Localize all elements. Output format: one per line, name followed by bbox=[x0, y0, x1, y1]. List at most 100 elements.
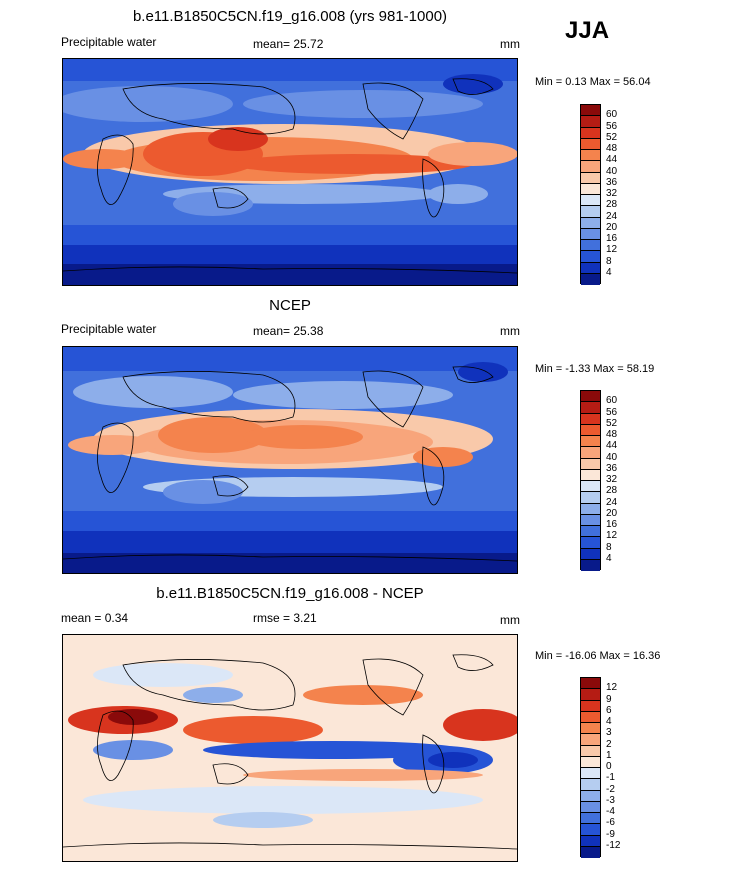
colorbar-swatch bbox=[581, 127, 600, 139]
colorbar-tick-label: 4 bbox=[606, 266, 612, 278]
colorbar-tick-label: 44 bbox=[606, 440, 618, 452]
colorbar-tick-label: 28 bbox=[606, 199, 618, 211]
colorbar-tick-label: 36 bbox=[606, 462, 618, 474]
colorbar-swatch bbox=[581, 514, 600, 526]
colorbar-tick-label: 20 bbox=[606, 221, 618, 233]
colorbar-swatch bbox=[581, 526, 600, 538]
colorbar-tick-label: 4 bbox=[606, 552, 612, 564]
colorbar-swatch bbox=[581, 469, 600, 481]
colorbar-swatch bbox=[581, 689, 600, 701]
colorbar-swatch bbox=[581, 768, 600, 780]
colorbar-swatch bbox=[581, 700, 600, 712]
colorbar-swatch bbox=[581, 723, 600, 735]
difference-map bbox=[62, 634, 518, 862]
colorbar-swatch bbox=[581, 183, 600, 195]
colorbar-tick-label: 24 bbox=[606, 210, 618, 222]
colorbar-tick-label: 48 bbox=[606, 143, 618, 154]
colorbar-swatch bbox=[581, 172, 600, 184]
colorbar-tick-label: 48 bbox=[606, 429, 618, 440]
colorbar-swatch bbox=[581, 161, 600, 173]
colorbar-swatch bbox=[581, 492, 600, 504]
colorbar-tick-label: 56 bbox=[606, 120, 618, 132]
colorbar-swatch bbox=[581, 846, 600, 858]
colorbar-tick-label: 20 bbox=[606, 507, 618, 519]
colorbar-swatch bbox=[581, 424, 600, 436]
colorbar-tick-label: 56 bbox=[606, 406, 618, 418]
colorbar-ticks: 60 56 52 48 44 40 36 32 28 24 20 16 12 8 4 bbox=[606, 390, 646, 570]
colorbar-swatch bbox=[581, 801, 600, 813]
colorbar-swatch bbox=[581, 391, 600, 403]
colorbar-tick-label: 16 bbox=[606, 233, 618, 244]
colorbar-tick-label: 60 bbox=[606, 109, 618, 121]
colorbar-tick-label: 0 bbox=[606, 761, 612, 772]
colorbar-swatch bbox=[581, 436, 600, 448]
colorbar-tick-label: 52 bbox=[606, 417, 618, 429]
colorbar-swatch bbox=[581, 756, 600, 768]
colorbar-tick-label: 4 bbox=[606, 716, 612, 727]
colorbar-swatch bbox=[581, 481, 600, 493]
colorbar-swatch bbox=[581, 116, 600, 128]
colorbar-tick-label: 8 bbox=[606, 255, 612, 267]
colorbar-tick-label: -3 bbox=[606, 794, 615, 806]
colorbar-tick-label: 40 bbox=[606, 451, 618, 463]
colorbar bbox=[580, 390, 601, 571]
colorbar-tick-label: 32 bbox=[606, 188, 618, 199]
colorbar-ticks: 60 56 52 48 44 40 36 32 28 24 20 16 12 8 4 bbox=[606, 104, 646, 284]
colorbar-tick-label: -4 bbox=[606, 806, 615, 817]
units-label: mm bbox=[500, 37, 520, 51]
colorbar-tick-label: -9 bbox=[606, 828, 615, 840]
colorbar-tick-label: 12 bbox=[606, 682, 618, 694]
units-label: mm bbox=[500, 324, 520, 338]
panel-title: b.e11.B1850C5CN.f19_g16.008 (yrs 981-100… bbox=[132, 8, 448, 25]
colorbar-swatch bbox=[581, 402, 600, 414]
colorbar-tick-label: 12 bbox=[606, 244, 618, 256]
precipitable-water-map bbox=[62, 346, 518, 574]
colorbar-ticks: 12 9 6 4 3 2 1 0 -1 -2 -3 -4 -6 -9 -12 bbox=[606, 677, 646, 857]
colorbar-swatch bbox=[581, 745, 600, 757]
colorbar-tick-label: 8 bbox=[606, 541, 612, 553]
colorbar-swatch bbox=[581, 206, 600, 218]
colorbar-swatch bbox=[581, 138, 600, 150]
mean-label: mean= 25.38 bbox=[253, 324, 324, 338]
colorbar-tick-label: 3 bbox=[606, 727, 612, 739]
colorbar-tick-label: 9 bbox=[606, 693, 612, 705]
colorbar-swatch bbox=[581, 105, 600, 117]
colorbar-tick-label: 44 bbox=[606, 154, 618, 166]
mean-label: mean= 25.72 bbox=[253, 37, 324, 51]
colorbar-tick-label: -2 bbox=[606, 783, 615, 795]
panel-title: b.e11.B1850C5CN.f19_g16.008 - NCEP bbox=[156, 585, 424, 602]
colorbar-swatch bbox=[581, 503, 600, 515]
colorbar-tick-label: -1 bbox=[606, 772, 615, 784]
colorbar-tick-label: 52 bbox=[606, 131, 618, 143]
colorbar bbox=[580, 677, 601, 858]
colorbar-swatch bbox=[581, 548, 600, 560]
colorbar-swatch bbox=[581, 711, 600, 723]
colorbar-tick-label: 36 bbox=[606, 176, 618, 188]
colorbar-swatch bbox=[581, 734, 600, 746]
colorbar-swatch bbox=[581, 217, 600, 229]
min-max-label: Min = -1.33 Max = 58.19 bbox=[535, 363, 655, 375]
colorbar-swatch bbox=[581, 537, 600, 549]
units-label: mm bbox=[500, 613, 520, 627]
colorbar-tick-label: 28 bbox=[606, 485, 618, 497]
variable-label: Precipitable water bbox=[61, 322, 157, 336]
colorbar-swatch bbox=[581, 779, 600, 791]
colorbar-tick-label: 32 bbox=[606, 474, 618, 485]
colorbar-swatch bbox=[581, 824, 600, 836]
colorbar-swatch bbox=[581, 458, 600, 470]
season-label: JJA bbox=[565, 17, 610, 44]
colorbar-swatch bbox=[581, 413, 600, 425]
colorbar-tick-label: 12 bbox=[606, 530, 618, 542]
colorbar-swatch bbox=[581, 262, 600, 274]
colorbar-swatch bbox=[581, 835, 600, 847]
min-max-label: Min = 0.13 Max = 56.04 bbox=[535, 76, 651, 88]
colorbar bbox=[580, 104, 601, 285]
colorbar-swatch bbox=[581, 240, 600, 252]
colorbar-tick-label: 40 bbox=[606, 165, 618, 177]
colorbar-swatch bbox=[581, 447, 600, 459]
colorbar-tick-label: 6 bbox=[606, 704, 612, 716]
panel-title: NCEP bbox=[269, 297, 311, 314]
colorbar-swatch bbox=[581, 678, 600, 690]
mean-label: mean = 0.34 bbox=[61, 611, 129, 625]
colorbar-swatch bbox=[581, 228, 600, 240]
